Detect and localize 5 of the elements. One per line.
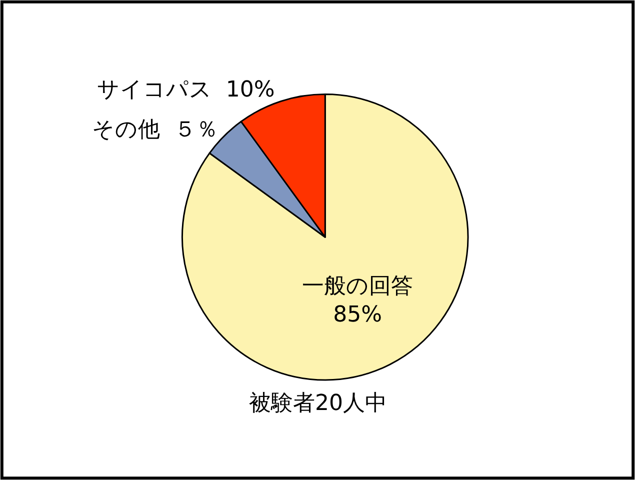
- slice-label: サイコパス 10%: [96, 77, 275, 102]
- slice-label: その他 ５％: [92, 117, 218, 142]
- data-label: 85%: [333, 302, 382, 328]
- text: 被験者20人中: [249, 391, 387, 416]
- slice-label: 一般の回答: [302, 274, 414, 299]
